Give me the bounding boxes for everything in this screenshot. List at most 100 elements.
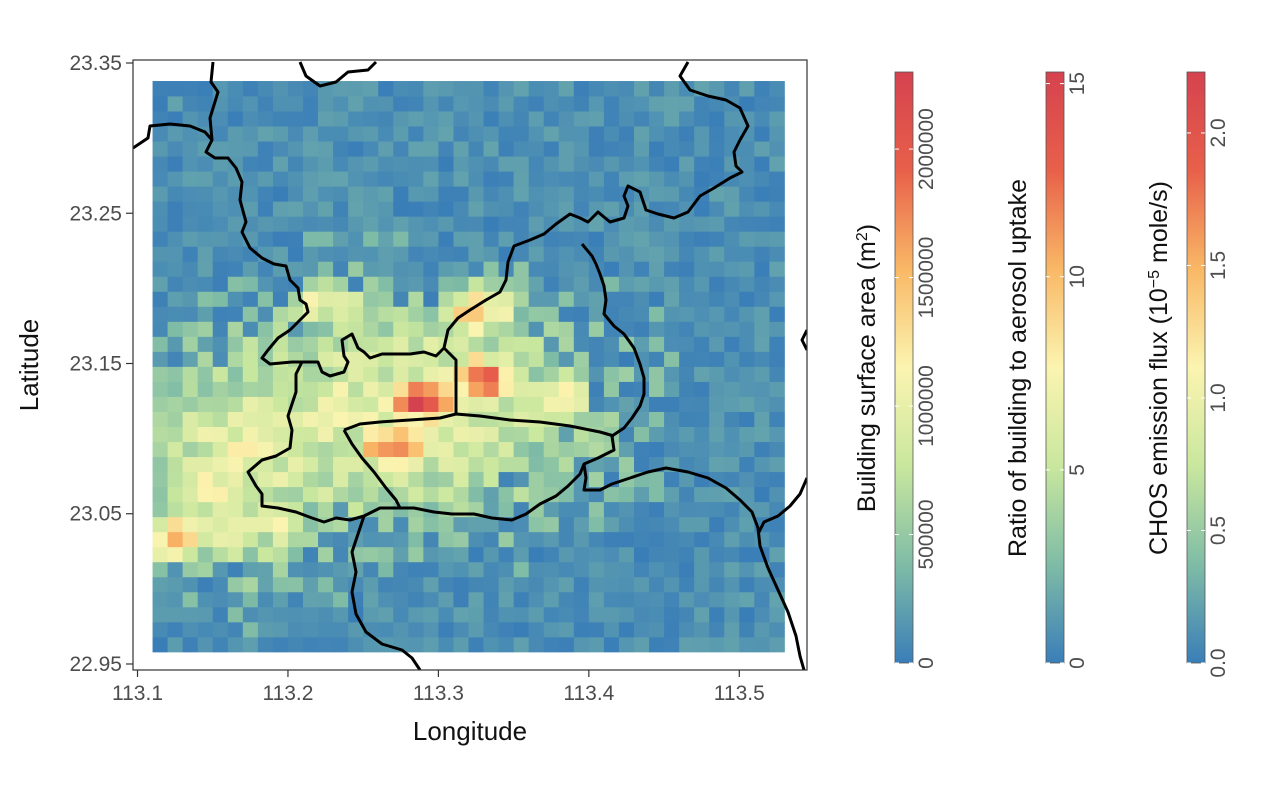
heatmap-cell [739, 531, 755, 548]
heatmap-cell [318, 381, 334, 397]
heatmap-cell [498, 426, 515, 443]
heatmap-cell [212, 351, 229, 367]
heatmap-cell [498, 486, 515, 503]
heatmap-cell [318, 531, 334, 548]
y-tick-label: 23.15 [69, 352, 122, 375]
heatmap-cell [333, 576, 349, 593]
heatmap-cell [212, 111, 229, 127]
heatmap-cell [182, 486, 199, 503]
heatmap-cell [272, 231, 289, 247]
heatmap-cell [182, 291, 199, 307]
heatmap-cell [679, 366, 695, 382]
heatmap-cell [152, 231, 168, 247]
heatmap-cell [272, 621, 289, 638]
heatmap-cell [528, 366, 545, 382]
heatmap-cell [182, 366, 199, 382]
heatmap-cell [453, 606, 469, 623]
heatmap-cell [769, 531, 785, 548]
heatmap-cell [333, 606, 349, 623]
heatmap-cell [393, 156, 409, 172]
heatmap-cell [724, 576, 740, 593]
heatmap-cell [197, 321, 214, 337]
heatmap-cell [588, 591, 605, 608]
heatmap-cell [603, 561, 620, 578]
heatmap-cell [227, 531, 244, 548]
heatmap-cell [573, 291, 590, 307]
heatmap-cell [167, 141, 184, 157]
heatmap-cell [694, 426, 710, 443]
heatmap-cell [227, 561, 244, 578]
heatmap-cell [468, 471, 484, 488]
heatmap-cell [242, 141, 259, 157]
heatmap-cell [528, 591, 545, 608]
heatmap-cell [724, 531, 740, 548]
heatmap-cell [363, 321, 379, 337]
heatmap-cell [348, 366, 364, 382]
heatmap-cell [152, 411, 168, 427]
heatmap-cell [603, 351, 620, 367]
heatmap-cell [633, 636, 650, 653]
heatmap-cell [408, 636, 424, 653]
heatmap-cell [348, 141, 364, 157]
heatmap-cell [272, 96, 289, 112]
heatmap-cell [167, 636, 184, 653]
heatmap-cell [664, 81, 680, 97]
heatmap-cell [287, 261, 304, 277]
heatmap-cell [739, 351, 755, 367]
heatmap-cell [363, 156, 379, 172]
heatmap-cell [363, 396, 379, 412]
heatmap-cell [182, 246, 199, 262]
heatmap-cell [483, 111, 499, 127]
heatmap-cell [438, 231, 454, 247]
heatmap-cell [633, 441, 650, 458]
heatmap-cell [453, 246, 469, 262]
heatmap-cell [257, 636, 274, 653]
heatmap-cell [679, 231, 695, 247]
heatmap-cell [754, 396, 770, 412]
heatmap-cell [227, 81, 244, 97]
heatmap-cell [348, 96, 364, 112]
heatmap-cell [318, 201, 334, 217]
heatmap-cell [393, 291, 409, 307]
heatmap-cell [724, 231, 740, 247]
heatmap-cell [318, 561, 334, 578]
heatmap-cell [348, 396, 364, 412]
colorbar-gradient [1186, 71, 1206, 664]
heatmap-cell [633, 291, 650, 307]
heatmap-cell [483, 96, 499, 112]
heatmap-cell [528, 531, 545, 548]
heatmap-cell [543, 486, 560, 503]
heatmap-cell [498, 126, 515, 142]
heatmap-cell [167, 186, 184, 202]
heatmap-cell [769, 261, 785, 277]
heatmap-cell [242, 201, 259, 217]
heatmap-cell [287, 231, 304, 247]
heatmap-cell [152, 141, 168, 157]
heatmap-cell [257, 321, 274, 337]
heatmap-cell [724, 516, 740, 533]
heatmap-cell [724, 366, 740, 382]
heatmap-cell [197, 246, 214, 262]
heatmap-cell [588, 291, 605, 307]
heatmap-cell [212, 486, 229, 503]
heatmap-cell [408, 141, 424, 157]
heatmap-cell [528, 171, 545, 187]
colorbar-tick-label: 2.0 [1207, 118, 1230, 147]
heatmap-cell [754, 171, 770, 187]
heatmap-cell [754, 441, 770, 458]
heatmap-cell [649, 261, 665, 277]
heatmap-cell [754, 456, 770, 473]
heatmap-cell [242, 336, 259, 352]
heatmap-cell [242, 441, 259, 458]
heatmap-cell [408, 156, 424, 172]
heatmap-cell [498, 636, 515, 653]
heatmap-cell [423, 141, 439, 157]
heatmap-cell [212, 501, 229, 518]
heatmap-cell [618, 561, 635, 578]
heatmap-cell [724, 321, 740, 337]
heatmap-cell [227, 321, 244, 337]
y-axis-title: Latitude [14, 319, 44, 412]
heatmap-cell [588, 216, 605, 232]
